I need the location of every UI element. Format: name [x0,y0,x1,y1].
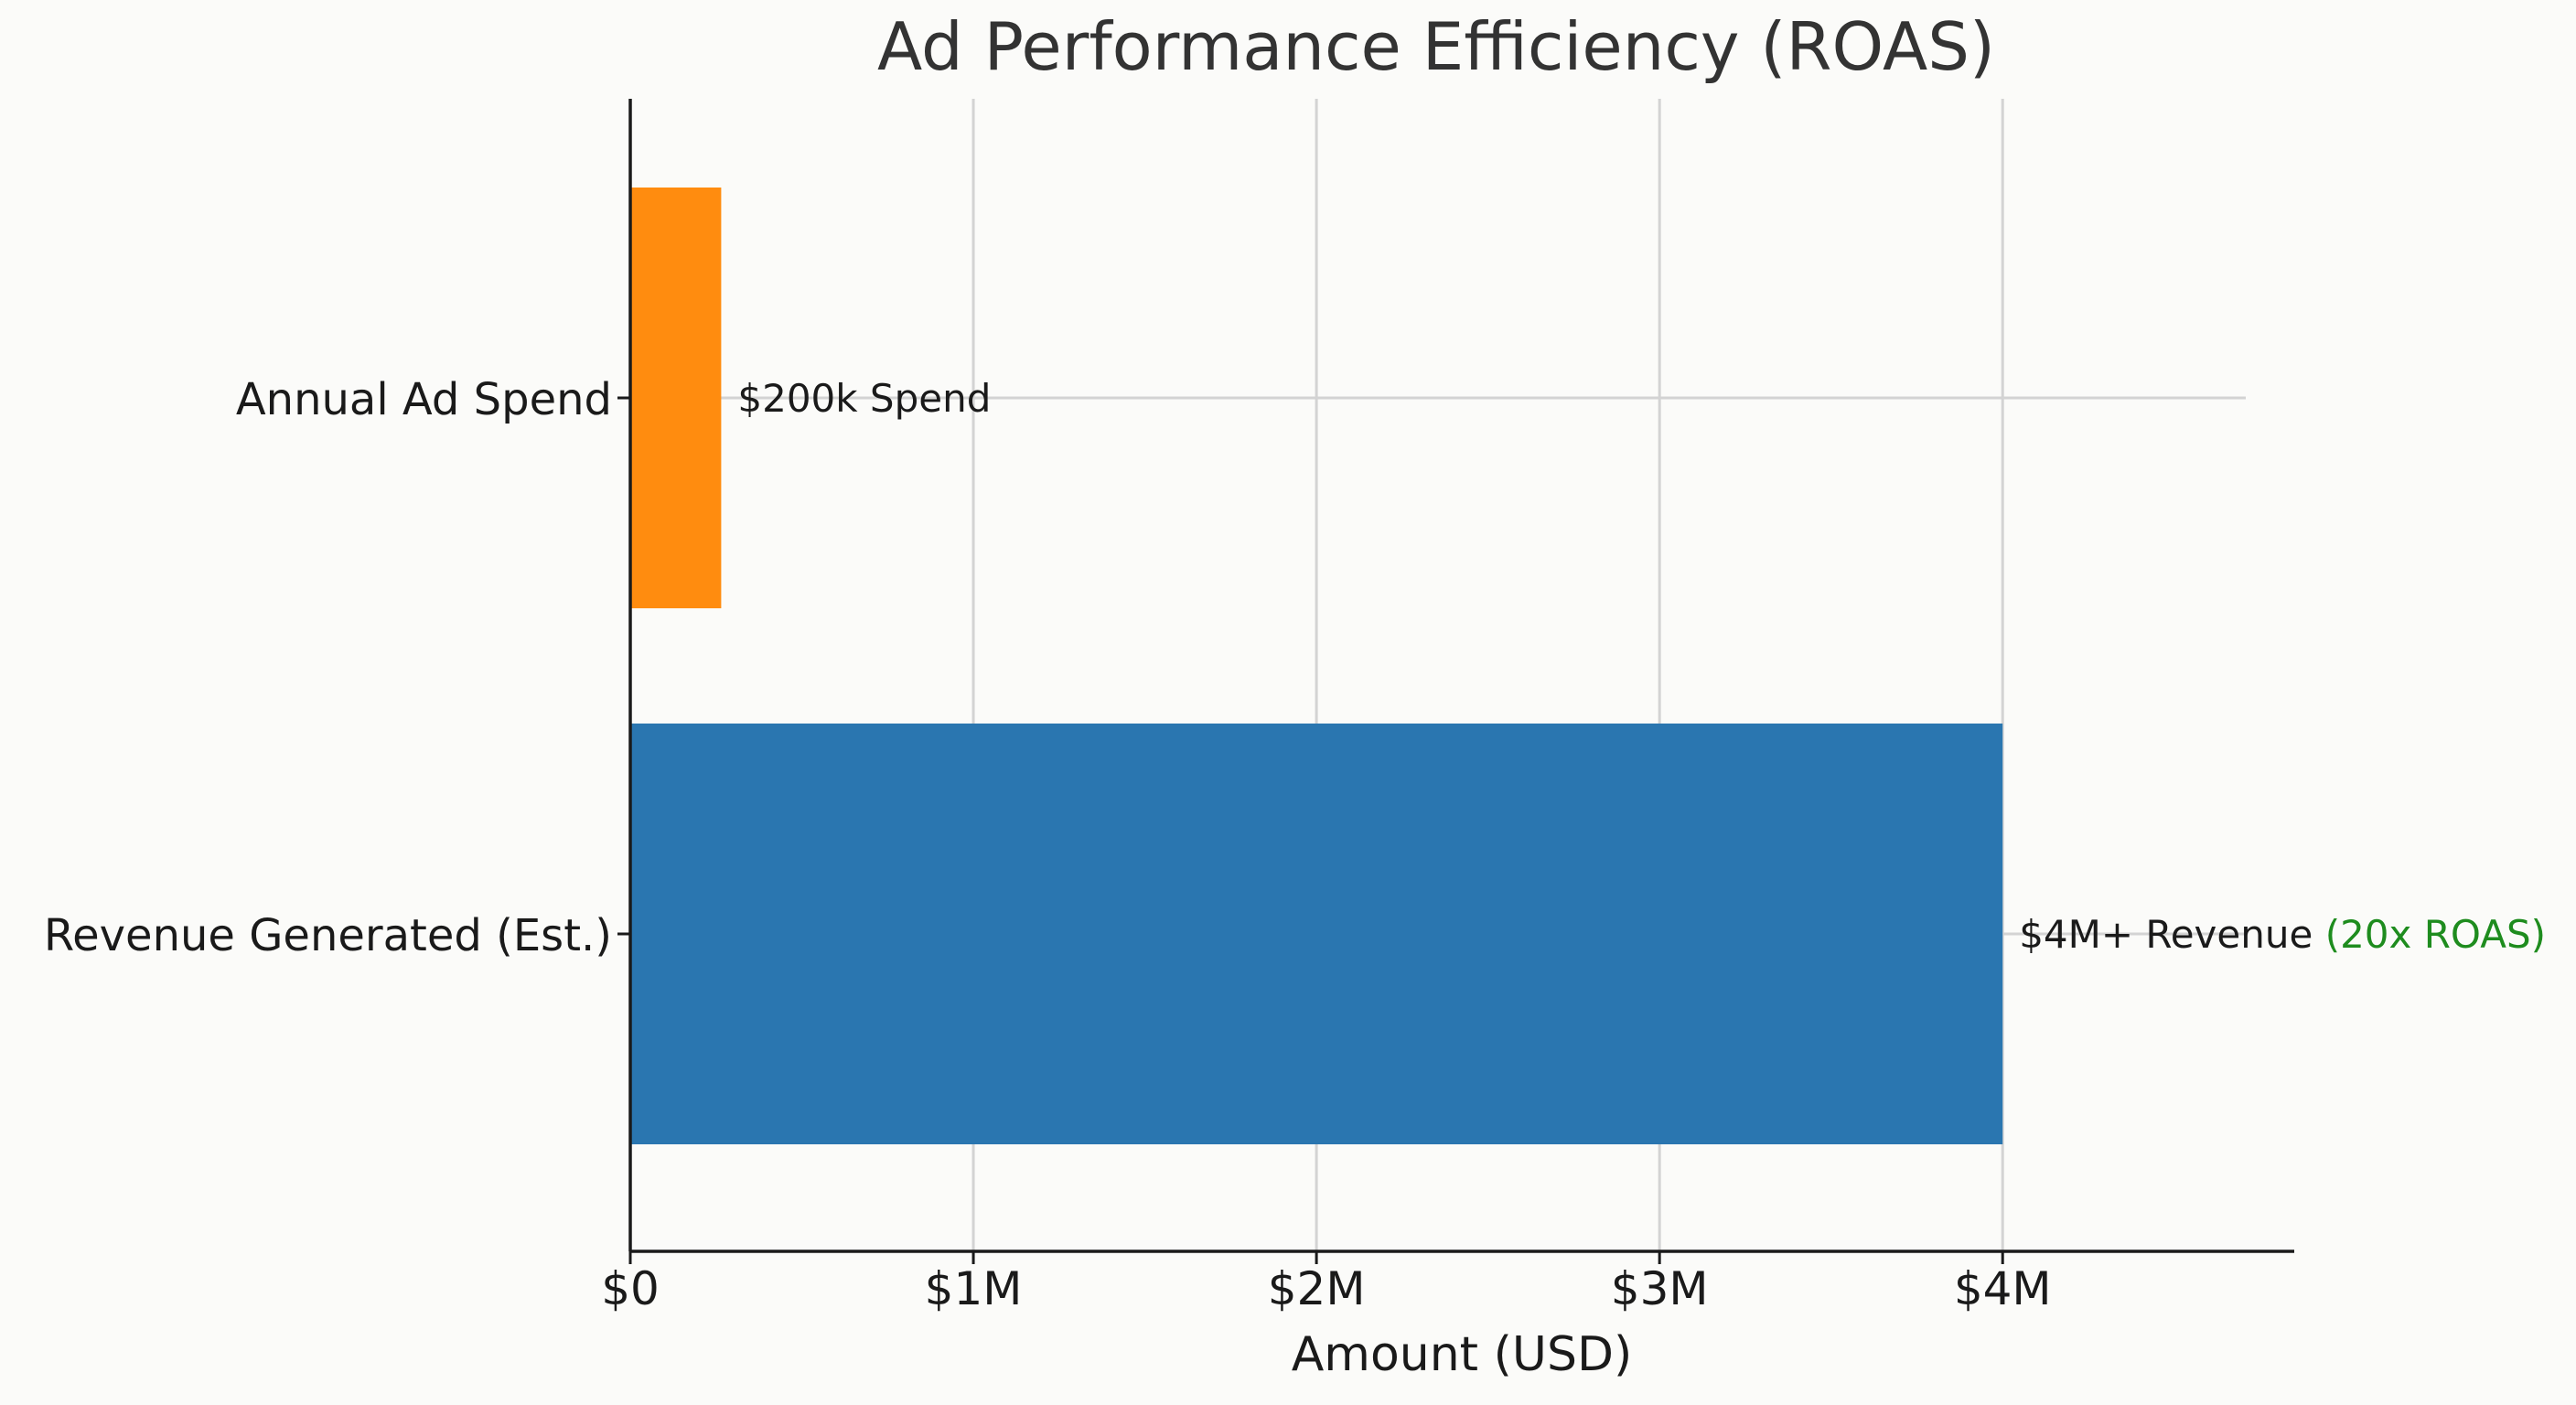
x-tick-label-3: $3M [1611,1262,1709,1315]
x-ticks: $0 $1M $2M $3M $4M [601,1251,2052,1315]
bar-0 [630,188,722,608]
data-label-0: $200k Spend [737,376,991,421]
axes [628,99,2294,1253]
x-tick-label-2: $2M [1268,1262,1366,1315]
data-label-suffix-1: (20x ROAS) [2313,912,2546,957]
chart-title: Ad Performance Efficiency (ROAS) [877,8,1995,85]
x-tick-label-1: $1M [925,1262,1023,1315]
category-label-0: Annual Ad Spend [236,374,612,425]
bars [630,188,2003,1144]
bar-1 [630,724,2003,1144]
data-label-1: $4M+ Revenue (20x ROAS) [2019,912,2546,957]
x-tick-label-4: $4M [1954,1262,2052,1315]
data-labels: $200k Spend $4M+ Revenue (20x ROAS) [737,376,2546,957]
x-tick-label-0: $0 [601,1262,660,1315]
category-label-1: Revenue Generated (Est.) [44,910,612,961]
data-label-text-0: $200k Spend [737,376,991,421]
x-axis-label: Amount (USD) [1292,1327,1633,1382]
data-label-text-1: $4M+ Revenue [2019,912,2313,957]
y-categories: Annual Ad Spend Revenue Generated (Est.) [44,374,630,961]
